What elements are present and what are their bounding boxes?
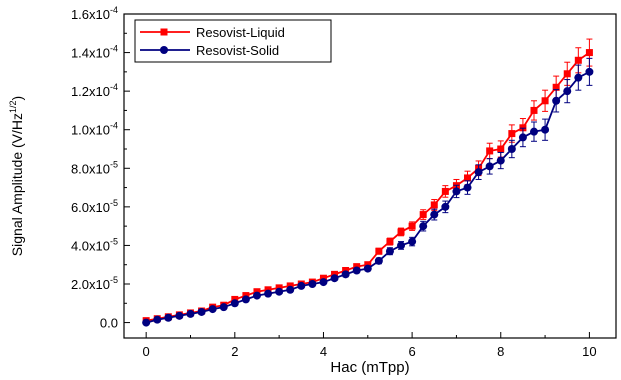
- data-point: [275, 287, 284, 296]
- data-point: [518, 133, 527, 142]
- data-point: [385, 247, 394, 256]
- data-point: [585, 67, 594, 76]
- data-point: [441, 187, 449, 195]
- data-point: [441, 202, 450, 211]
- data-point: [452, 187, 461, 196]
- y-axis-label-close: ): [9, 96, 25, 101]
- data-point: [574, 56, 582, 64]
- y-tick-label: 1.2x10-4: [71, 82, 118, 99]
- data-point: [208, 305, 217, 314]
- data-point: [408, 237, 417, 246]
- series-liquid: [142, 38, 593, 325]
- data-point: [530, 106, 538, 114]
- data-point: [507, 145, 516, 153]
- x-axis-ticks: 0 2 4 6 8 10: [143, 332, 597, 359]
- x-tick-label: 2: [231, 344, 238, 359]
- data-point: [374, 256, 383, 265]
- data-point: [552, 96, 561, 105]
- series-solid: [142, 57, 594, 327]
- legend-label-solid: Resovist-Solid: [196, 43, 279, 58]
- legend-label-liquid: Resovist-Liquid: [196, 25, 285, 40]
- y-tick-label: 0.0: [100, 316, 118, 331]
- legend-box: [134, 19, 332, 63]
- x-tick-label: 10: [582, 344, 596, 359]
- data-point: [252, 291, 261, 300]
- data-point: [430, 210, 439, 219]
- data-point: [496, 156, 505, 165]
- data-point: [397, 241, 406, 250]
- data-point: [552, 83, 560, 91]
- y-tick-label: 1.6x10-4: [71, 5, 118, 22]
- series-layer: [142, 38, 594, 327]
- data-point: [541, 125, 550, 134]
- data-point: [375, 247, 383, 255]
- data-point: [397, 228, 405, 236]
- y-tick-label: 1.4x10-4: [71, 44, 118, 61]
- data-point: [485, 162, 494, 171]
- data-point: [463, 183, 472, 192]
- data-point: [563, 70, 571, 78]
- y-axis-label-sup: 1/2: [8, 100, 18, 113]
- data-point: [486, 147, 494, 155]
- data-point: [497, 145, 505, 153]
- legend-marker-liquid: [160, 28, 168, 36]
- data-point: [363, 264, 372, 273]
- data-point: [585, 49, 593, 57]
- data-point: [386, 238, 394, 246]
- data-point: [474, 168, 483, 177]
- series-line: [145, 71, 590, 324]
- data-point: [297, 281, 306, 290]
- data-point: [419, 211, 427, 219]
- y-tick-label: 1.0x10-4: [71, 121, 118, 138]
- data-point: [508, 130, 516, 138]
- data-point: [530, 127, 538, 136]
- data-point: [308, 280, 317, 288]
- data-point: [464, 174, 472, 182]
- x-tick-label: 8: [497, 344, 504, 359]
- data-point: [186, 309, 195, 318]
- data-point: [164, 313, 173, 322]
- data-point: [286, 285, 295, 294]
- x-axis-label: Hac (mTpp): [330, 359, 409, 376]
- data-point: [330, 274, 339, 283]
- data-point: [241, 295, 250, 304]
- series-line: [146, 51, 590, 322]
- y-tick-label: 6.0x10-5: [71, 198, 118, 215]
- legend: Resovist-Liquid Resovist-Solid: [134, 19, 332, 63]
- data-point: [341, 270, 350, 279]
- x-tick-label: 0: [143, 344, 150, 359]
- x-tick-label: 4: [320, 344, 327, 359]
- data-point: [175, 311, 184, 320]
- data-point: [541, 97, 549, 105]
- y-axis-label-main: Signal Amplitude (V/Hz: [9, 113, 25, 256]
- y-axis-label: Signal Amplitude (V/Hz1/2): [8, 96, 25, 256]
- data-point: [219, 303, 228, 312]
- data-point: [574, 73, 583, 82]
- data-point: [153, 315, 162, 324]
- data-point: [197, 307, 206, 316]
- y-axis-ticks: 0.0 2.0x10-5 4.0x10-5 6.0x10-5 8.0x10-5 1.0x1…: [71, 5, 130, 331]
- data-point: [563, 87, 572, 96]
- plot-frame: [123, 13, 617, 339]
- data-point: [408, 222, 416, 230]
- y-tick-label: 2.0x10-5: [71, 275, 118, 292]
- data-point: [419, 222, 428, 231]
- data-point: [352, 266, 361, 275]
- y-tick-label: 4.0x10-5: [71, 236, 118, 253]
- y-tick-label: 8.0x10-5: [71, 159, 118, 176]
- x-tick-label: 6: [408, 344, 415, 359]
- legend-marker-solid: [160, 46, 168, 54]
- data-point: [142, 318, 151, 327]
- data-point: [430, 201, 438, 209]
- data-point: [264, 289, 273, 298]
- data-point: [319, 278, 328, 287]
- data-point: [230, 299, 239, 308]
